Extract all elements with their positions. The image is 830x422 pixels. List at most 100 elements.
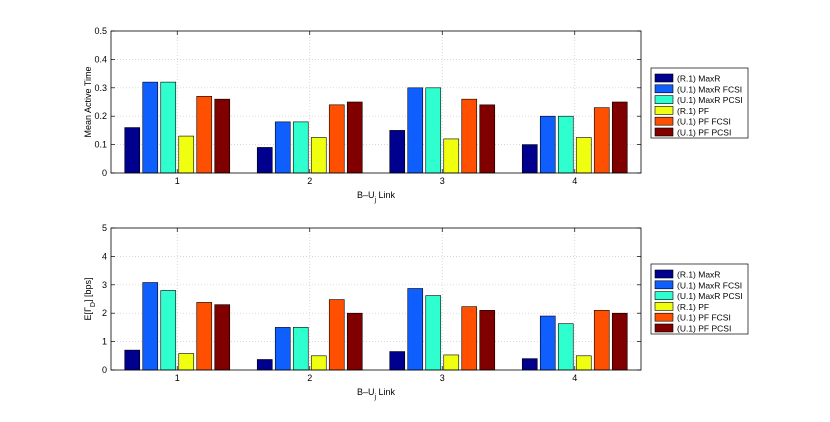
legend-label-6: (U.1) PF PCSI bbox=[677, 324, 731, 334]
legend-swatch-4 bbox=[654, 302, 674, 311]
legend-label-4: (R.1) PF bbox=[677, 106, 709, 116]
x-tick-label: 2 bbox=[307, 373, 312, 383]
bar-2-cat-3 bbox=[407, 87, 424, 174]
bar-4-cat-3 bbox=[443, 354, 460, 371]
legend-label-4: (R.1) PF bbox=[677, 302, 709, 312]
chart-panel-1: 0 0.1 0.2 0.3 0.4 0.5 1 2 3 4 B–Uj Link Mean Active… bbox=[83, 26, 749, 204]
y-axis-label: Mean Active Time bbox=[83, 66, 93, 137]
bar-1-cat-3 bbox=[389, 351, 406, 371]
bar-2-cat-4 bbox=[539, 315, 556, 371]
bar-1-cat-2 bbox=[256, 147, 273, 174]
legend-swatch-4 bbox=[654, 106, 674, 115]
bar-3-cat-3 bbox=[425, 295, 442, 371]
chart-panel-2: 0 1 2 3 4 5 1 2 3 4 B–Uj Link E[ΓD] [bps] (R.1) MaxR… bbox=[83, 223, 749, 401]
bar-6-cat-4 bbox=[611, 312, 628, 371]
legend-label-2: (U.1) MaxR FCSI bbox=[677, 280, 742, 290]
bar-4-cat-1 bbox=[178, 353, 195, 371]
bar-2-cat-1 bbox=[142, 81, 159, 174]
y-tick-label: 4 bbox=[102, 251, 107, 261]
bar-5-cat-4 bbox=[593, 107, 610, 174]
y-tick-label: 0.1 bbox=[94, 140, 107, 150]
legend-swatch-5 bbox=[654, 116, 674, 126]
bar-1-cat-1 bbox=[124, 127, 141, 174]
legend-label-6: (U.1) PF PCSI bbox=[677, 128, 731, 138]
y-tick-label: 0.3 bbox=[94, 83, 107, 93]
bar-2-cat-2 bbox=[274, 327, 291, 371]
legend: (R.1) MaxR(U.1) MaxR FCSI(U.1) MaxR PCSI… bbox=[650, 263, 749, 335]
x-axis-label: B–Uj Link bbox=[357, 387, 396, 401]
bar-6-cat-3 bbox=[479, 104, 496, 174]
y-tick-label: 3 bbox=[102, 280, 107, 290]
bar-5-cat-3 bbox=[461, 98, 478, 174]
bar-4-cat-3 bbox=[443, 138, 460, 174]
bar-3-cat-1 bbox=[160, 290, 177, 371]
bar-3-cat-1 bbox=[160, 81, 177, 174]
legend-label-5: (U.1) PF FCSI bbox=[677, 117, 731, 127]
x-axis-label: B–Uj Link bbox=[357, 190, 396, 204]
legend-label-2: (U.1) MaxR FCSI bbox=[677, 84, 742, 94]
y-axis-label: E[ΓD] [bps] bbox=[83, 277, 97, 320]
bar-4-cat-2 bbox=[310, 355, 327, 371]
bar-5-cat-1 bbox=[196, 302, 213, 371]
y-tick-label: 1 bbox=[102, 337, 107, 347]
bar-4-cat-4 bbox=[575, 137, 592, 174]
legend-swatch-3 bbox=[654, 291, 674, 300]
bar-2-cat-2 bbox=[274, 121, 291, 174]
legend-swatch-5 bbox=[654, 312, 674, 322]
x-tick-label: 4 bbox=[572, 373, 577, 383]
bar-6-cat-2 bbox=[346, 312, 363, 371]
bar-1-cat-4 bbox=[521, 144, 538, 174]
y-tick-label: 0.4 bbox=[94, 54, 107, 64]
bar-1-cat-1 bbox=[124, 349, 141, 371]
bar-3-cat-3 bbox=[425, 87, 442, 174]
bar-2-cat-4 bbox=[539, 115, 556, 174]
bar-6-cat-2 bbox=[346, 101, 363, 174]
legend-swatch-6 bbox=[654, 323, 674, 333]
bar-1-cat-2 bbox=[256, 359, 273, 371]
bar-6-cat-1 bbox=[214, 98, 231, 174]
bar-3-cat-4 bbox=[557, 115, 574, 174]
legend-label-3: (U.1) MaxR PCSI bbox=[677, 95, 743, 105]
legend-label-5: (U.1) PF FCSI bbox=[677, 313, 731, 323]
bar-4-cat-2 bbox=[310, 137, 327, 174]
x-tick-label: 3 bbox=[440, 373, 445, 383]
legend-swatch-1 bbox=[654, 73, 674, 83]
bar-6-cat-1 bbox=[214, 304, 231, 371]
bar-4-cat-4 bbox=[575, 355, 592, 371]
bar-2-cat-3 bbox=[407, 288, 424, 371]
legend-swatch-6 bbox=[654, 127, 674, 137]
bar-5-cat-4 bbox=[593, 310, 610, 371]
bar-5-cat-3 bbox=[461, 306, 478, 371]
bar-1-cat-4 bbox=[521, 358, 538, 371]
bar-5-cat-2 bbox=[328, 104, 345, 174]
bar-3-cat-2 bbox=[292, 121, 309, 174]
y-tick-label: 0 bbox=[102, 168, 107, 178]
x-tick-label: 1 bbox=[175, 176, 180, 186]
legend-swatch-1 bbox=[654, 269, 674, 279]
bar-3-cat-2 bbox=[292, 327, 309, 371]
x-tick-label: 2 bbox=[307, 176, 312, 186]
bar-2-cat-1 bbox=[142, 282, 159, 371]
legend-swatch-2 bbox=[654, 84, 674, 94]
legend-swatch-3 bbox=[654, 95, 674, 104]
y-tick-label: 0.5 bbox=[94, 26, 107, 36]
bar-6-cat-4 bbox=[611, 101, 628, 174]
x-tick-label: 3 bbox=[440, 176, 445, 186]
bar-3-cat-4 bbox=[557, 323, 574, 371]
axes-box bbox=[110, 227, 642, 371]
y-tick-label: 0.2 bbox=[94, 111, 107, 121]
axes-box bbox=[110, 30, 642, 174]
legend-label-1: (R.1) MaxR bbox=[677, 270, 720, 280]
y-tick-label: 5 bbox=[102, 223, 107, 233]
legend-swatch-2 bbox=[654, 280, 674, 290]
y-tick-label: 0 bbox=[102, 365, 107, 375]
bar-1-cat-3 bbox=[389, 130, 406, 174]
bar-5-cat-1 bbox=[196, 96, 213, 174]
bar-4-cat-1 bbox=[178, 135, 195, 174]
x-tick-label: 1 bbox=[175, 373, 180, 383]
x-tick-label: 4 bbox=[572, 176, 577, 186]
legend-label-3: (U.1) MaxR PCSI bbox=[677, 291, 743, 301]
legend: (R.1) MaxR(U.1) MaxR FCSI(U.1) MaxR PCSI… bbox=[650, 67, 749, 139]
